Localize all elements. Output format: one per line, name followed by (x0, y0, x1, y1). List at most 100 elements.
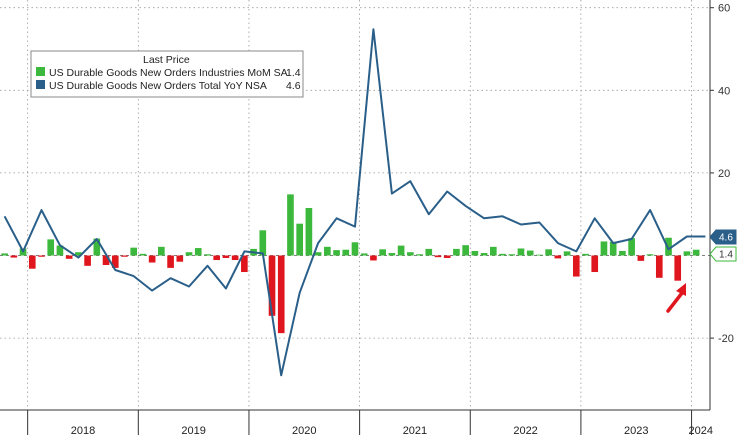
legend: Last Price US Durable Goods New Orders I… (30, 50, 304, 98)
bar-2021-11 (453, 248, 460, 256)
bar-2022-10 (554, 255, 562, 259)
bar-2019-08 (204, 254, 211, 256)
last-value-tag-box (709, 229, 737, 245)
legend-swatch-yoy (36, 80, 45, 89)
legend-label-yoy: US Durable Goods New Orders Total YoY NS… (49, 80, 267, 92)
bar-2023-01 (582, 253, 589, 256)
bar-2021-03 (379, 249, 386, 256)
bar-2021-06 (407, 252, 414, 256)
bar-2023-02 (591, 255, 599, 273)
bar-2023-04 (609, 241, 617, 256)
bar-2021-04 (388, 253, 396, 256)
x-year-label: 2018 (71, 425, 95, 435)
bar-2018-08 (93, 238, 101, 256)
bar-2022-06 (517, 248, 525, 256)
axes (0, 0, 714, 435)
bar-2020-05 (287, 194, 294, 256)
x-year-label: 2021 (403, 425, 427, 435)
bar-2021-09 (434, 255, 442, 258)
x-year-label: 2022 (513, 425, 537, 435)
bar-2019-02 (148, 255, 156, 263)
line-series-yoy (3, 28, 706, 377)
bar-2018-11 (121, 255, 128, 257)
bar-2019-09 (213, 255, 221, 261)
annotation-arrow-shaft (666, 291, 684, 313)
legend-box (30, 50, 304, 98)
bar-2021-10 (443, 255, 451, 258)
bar-2018-02 (38, 255, 45, 257)
legend-value-yoy: 4.6 (286, 80, 301, 92)
bar-2022-03 (489, 246, 497, 256)
bar-2020-09 (324, 246, 331, 256)
bar-2022-12 (572, 255, 580, 277)
x-year-label: 2024 (689, 425, 713, 435)
bar-2019-12 (241, 255, 248, 273)
bar-2023-03 (600, 241, 608, 256)
last-value-tag-text: 1.4 (719, 250, 733, 261)
bar-2020-11 (342, 249, 350, 256)
y-tick-labels: 60 40 20 -20 (718, 3, 734, 345)
bar-2022-09 (545, 249, 552, 256)
bar-2019-06 (185, 252, 193, 256)
bar-2023-06 (628, 238, 635, 256)
bar-2018-10 (111, 255, 119, 268)
bar-2019-10 (222, 255, 230, 258)
bar-2020-07 (305, 208, 313, 256)
line-yoy-path (3, 28, 706, 377)
bar-2021-05 (397, 245, 405, 256)
bar-2018-07 (84, 255, 91, 266)
legend-swatch-mom (36, 67, 45, 76)
bar-2019-11 (231, 255, 239, 261)
bar-2018-03 (47, 239, 55, 256)
bar-series-mom (1, 194, 700, 334)
bar-2020-10 (333, 250, 340, 256)
bar-2019-01 (139, 253, 147, 256)
legend-title: Last Price (143, 54, 190, 66)
y-tick-label: -20 (718, 333, 734, 345)
x-year-label: 2019 (181, 425, 205, 435)
bar-2022-02 (480, 253, 488, 256)
bar-2022-07 (526, 250, 534, 256)
bar-2020-04 (277, 255, 285, 334)
bar-2021-02 (370, 255, 377, 261)
bar-2021-07 (416, 254, 423, 256)
bar-2018-06 (75, 252, 82, 256)
bar-2023-08 (646, 254, 654, 256)
bar-2022-05 (508, 254, 516, 256)
bar-2018-09 (102, 255, 110, 265)
y-tick-label: 40 (718, 85, 730, 97)
bar-2018-01 (28, 255, 36, 269)
bar-2023-07 (637, 255, 645, 261)
bar-2018-12 (130, 247, 138, 256)
last-value-tags: 4.6 1.4 (709, 229, 737, 262)
bar-2018-04 (56, 245, 64, 256)
bar-2023-10 (665, 237, 672, 256)
bar-2024-01 (692, 249, 700, 256)
bar-2022-01 (471, 250, 479, 256)
bar-2021-08 (425, 248, 433, 256)
legend-value-mom: 1.4 (286, 67, 301, 79)
bar-2020-06 (296, 223, 303, 256)
legend-label-mom: US Durable Goods New Orders Industries M… (49, 67, 288, 79)
bar-2022-11 (563, 251, 571, 256)
x-year-labels: 2018 2019 2020 2021 2022 2023 2024 (71, 425, 713, 435)
bar-2021-01 (360, 253, 368, 256)
bar-2023-11 (674, 255, 682, 281)
bar-2023-05 (619, 250, 626, 256)
bar-2022-04 (499, 253, 506, 256)
bar-2021-12 (462, 245, 469, 256)
bar-2017-11 (10, 255, 18, 258)
y-tick-label: 20 (718, 168, 730, 180)
annotation-arrow-head (676, 283, 686, 296)
bar-2022-08 (536, 254, 543, 256)
x-year-label: 2023 (624, 425, 648, 435)
bar-2017-10 (1, 253, 8, 256)
x-year-label: 2020 (292, 425, 316, 435)
bar-2020-03 (268, 255, 276, 316)
bar-2019-05 (176, 255, 184, 262)
bar-2020-08 (314, 252, 322, 256)
annotation-arrow (666, 283, 686, 313)
bar-2019-07 (194, 248, 202, 256)
